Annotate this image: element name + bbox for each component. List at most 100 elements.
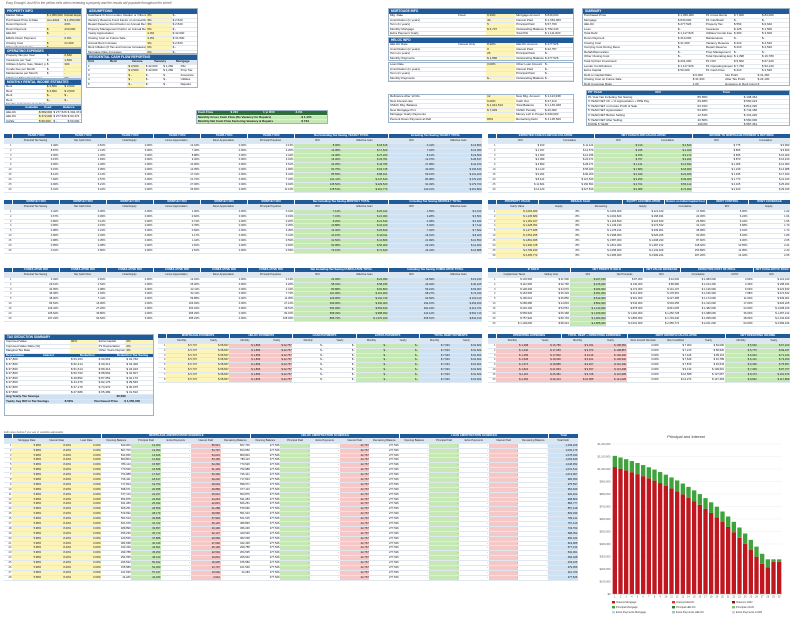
other-loan-cell[interactable]: 0.00% xyxy=(486,63,516,67)
heloc-info-cell[interactable]: 25 xyxy=(486,52,516,56)
assumption-cell[interactable]: 3% xyxy=(146,23,172,27)
assumption-cell[interactable]: 3% xyxy=(146,18,172,23)
rental-info-cell[interactable]: $ - xyxy=(45,94,64,98)
tax-param-cell[interactable] xyxy=(70,349,98,353)
yearly-cell: 10.06% xyxy=(153,163,200,169)
property-info-cell[interactable]: $ xyxy=(45,32,64,36)
cumulative-sub: Reno Appreciation xyxy=(200,272,247,278)
other-loan-cell[interactable] xyxy=(486,81,515,82)
amortization-cell: - xyxy=(518,527,549,532)
property-info-cell: Other Closing Costs xyxy=(5,46,46,47)
monthly-cell: 0.93% xyxy=(247,249,294,254)
property-info-cell[interactable]: - xyxy=(63,46,81,47)
mortgage-info-cell[interactable]: 6.34% xyxy=(486,14,516,18)
heloc-info-cell[interactable]: $ 1,896 xyxy=(486,56,516,60)
assumption-cell[interactable]: 0% xyxy=(146,46,172,50)
other-loan-cell[interactable] xyxy=(486,72,516,76)
refinance-cell[interactable]: $ 7,033 xyxy=(486,108,516,113)
refinance-cell[interactable] xyxy=(486,113,516,117)
rental-info-cell[interactable]: $ - xyxy=(45,98,64,103)
amortization-cell: - xyxy=(399,522,430,527)
cumulative-cell: 192.15% xyxy=(388,302,435,308)
tax-header-cell: Deduction xyxy=(80,353,95,357)
other-loan-cell[interactable] xyxy=(486,67,516,72)
loan-cell[interactable]: $ 372,000 xyxy=(38,115,53,119)
property-info-cell[interactable]: $ 1,050,000 xyxy=(45,14,64,18)
property-info-cell[interactable]: $ xyxy=(45,41,64,46)
tax-header-cell: Depreciation xyxy=(6,353,25,357)
assumption-cell[interactable]: 0% xyxy=(146,14,172,18)
tax-param-cell[interactable]: 0% xyxy=(125,340,153,344)
other-loan-cell[interactable]: $ - xyxy=(486,76,516,81)
loan-cell[interactable]: $ 50,000 xyxy=(38,119,53,123)
monthly-cell: 0.00% xyxy=(106,220,153,225)
loan-cell[interactable]: $ 582,000 xyxy=(38,110,53,115)
mortgage-info-cell[interactable] xyxy=(486,32,516,35)
rental-info-cell[interactable]: $ 3,500 xyxy=(63,85,81,89)
property-info-cell[interactable]: 210,000 xyxy=(63,27,81,32)
assumption-cell[interactable]: 4.0% xyxy=(146,32,172,36)
tax-param-cell[interactable]: 2% xyxy=(125,344,153,349)
assumption-cell[interactable]: 3.0% xyxy=(146,36,172,41)
rental-info-cell[interactable]: $ - xyxy=(63,94,81,98)
tax-param-cell[interactable]: 90% xyxy=(70,340,98,344)
rental-info-row: Months of Carrying Cost During Reno xyxy=(5,103,81,104)
operating-expense-cell[interactable]: 6,640 xyxy=(63,54,81,58)
rent-cell: $ - xyxy=(145,78,150,82)
operating-expense-cell: Maintenance per Month xyxy=(6,72,38,76)
monthly-cell: 0.50% xyxy=(59,249,106,254)
rental-info-cell[interactable]: $ 3,500 xyxy=(45,89,64,94)
refinance-cell[interactable]: $ 1,041,513 xyxy=(486,104,516,108)
refinance-cell[interactable]: 12 xyxy=(486,95,516,99)
if-sold-sub: ROI xyxy=(643,272,680,278)
rent-cell[interactable]: $ 3,500 xyxy=(127,69,145,73)
mortgage-info-cell[interactable]: $ 5,737 xyxy=(486,27,516,32)
rental-info-cell[interactable]: $ - xyxy=(63,98,81,103)
property-info-cell[interactable]: - xyxy=(63,32,81,36)
rent-cell[interactable]: $ - xyxy=(127,78,145,82)
rental-info-cell[interactable]: $ 3,500 xyxy=(63,89,81,94)
assumption-cell[interactable]: 0% xyxy=(146,50,172,53)
property-info-cell[interactable]: $ xyxy=(45,46,64,47)
rent-cell[interactable]: $ 3,500 xyxy=(127,64,145,69)
amortization-cell: - xyxy=(429,473,459,479)
property-info-cell[interactable]: Jun-2024 xyxy=(45,18,64,23)
property-info-cell[interactable]: 21,000 xyxy=(63,41,81,46)
operating-expense-cell[interactable]: 1,500 xyxy=(63,58,81,63)
tax-param-cell[interactable]: 4% xyxy=(125,349,153,353)
refinance-cell[interactable]: 6.00% xyxy=(486,99,516,104)
amortization-year: 23 xyxy=(4,551,12,557)
tax-param-cell[interactable] xyxy=(70,344,98,349)
operating-expense-row: Maintenance per Month $ - xyxy=(5,72,81,77)
property-info-cell[interactable]: $ xyxy=(45,27,64,32)
amortization-cell: 277,526 xyxy=(369,498,400,503)
amortization-cell: - xyxy=(458,449,489,454)
property-info-cell[interactable] xyxy=(45,23,64,27)
other-loan-cell xyxy=(457,81,486,82)
property-value-cell: $ 1,092,000 xyxy=(496,209,538,215)
assumption-cell[interactable]: 0% xyxy=(146,27,172,32)
property-info-cell[interactable]: $ 1,050,000 xyxy=(63,18,81,23)
operating-expense-cell[interactable]: - xyxy=(63,67,81,72)
operating-expense-cell[interactable]: - xyxy=(63,72,81,76)
amortization-cell: 27,648 xyxy=(190,541,221,547)
property-info-cell[interactable]: 0.0% xyxy=(63,36,81,41)
rental-info-cell[interactable]: $ 3,500 xyxy=(45,85,64,89)
rental-info-cell[interactable] xyxy=(45,103,64,104)
property-info-cell[interactable] xyxy=(45,36,64,41)
mortgage-info-cell[interactable]: 5 xyxy=(486,23,516,27)
refinance-cell[interactable]: 80% xyxy=(486,117,516,122)
heloc-info-cell[interactable]: 8.20% xyxy=(486,43,516,47)
heloc-info-cell[interactable]: 0 xyxy=(486,47,516,52)
mortgage-info-cell[interactable]: 30 xyxy=(486,18,516,23)
assumption-cell[interactable]: 3% xyxy=(146,41,172,46)
rent-cell[interactable]: $ - xyxy=(127,82,145,87)
property-info-cell[interactable]: Rehab Equity xyxy=(63,14,81,18)
property-info-cell[interactable]: 20% xyxy=(63,23,81,27)
operating-expense-cell[interactable]: 300 xyxy=(63,63,81,67)
operating-expense-cell[interactable]: 3% xyxy=(63,76,81,78)
rental-info-cell[interactable] xyxy=(63,103,81,104)
yearly-sub: ROI xyxy=(388,138,435,144)
rent-cell[interactable]: $ - xyxy=(127,73,145,78)
amortization-cell: 46,889 xyxy=(190,487,221,493)
